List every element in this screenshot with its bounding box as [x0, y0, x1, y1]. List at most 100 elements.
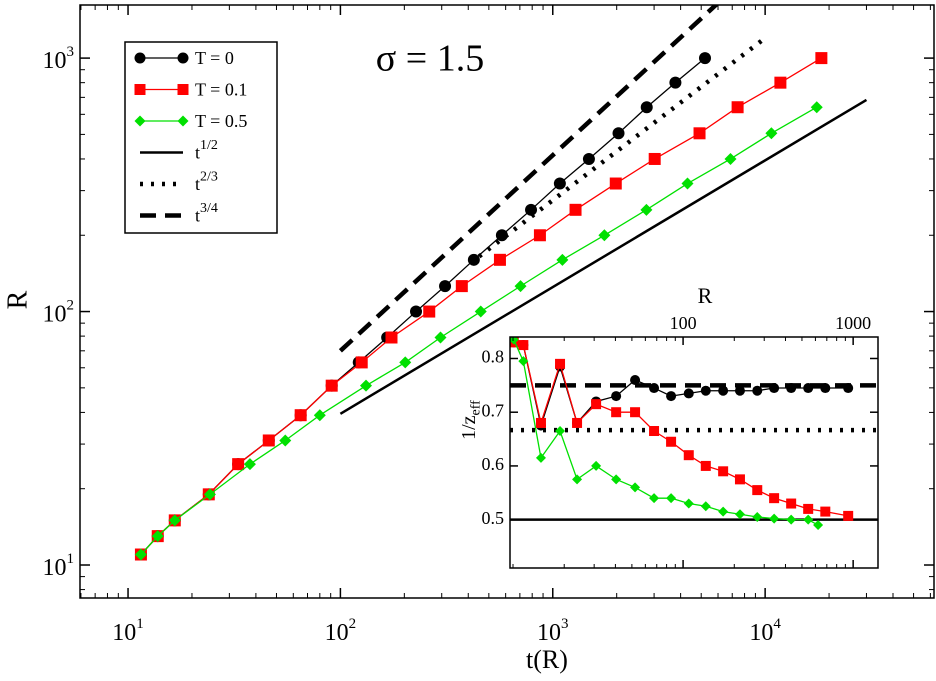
point: [510, 337, 519, 345]
x-tick-label: 102: [325, 616, 357, 645]
point: [786, 498, 797, 509]
point: [325, 379, 338, 392]
point: [232, 458, 245, 471]
point: [640, 203, 653, 216]
point: [439, 280, 452, 293]
point: [572, 474, 583, 485]
inset-background: [510, 337, 878, 568]
point: [611, 474, 622, 485]
point: [434, 331, 447, 344]
point: [598, 229, 611, 242]
point: [279, 434, 292, 447]
point: [752, 485, 763, 496]
y-tick-label: 0.7: [482, 400, 505, 420]
point: [151, 530, 164, 543]
point: [803, 514, 814, 525]
x-tick-label: 100: [670, 313, 697, 333]
reference-line: [477, 36, 767, 259]
point: [683, 388, 694, 399]
point: [572, 417, 583, 428]
point: [786, 383, 797, 394]
point: [731, 101, 744, 114]
point: [666, 493, 677, 504]
point: [769, 493, 780, 504]
point: [355, 356, 368, 369]
point: [423, 305, 436, 318]
point: [718, 466, 729, 477]
point: [525, 203, 538, 216]
plot-area: [510, 337, 878, 531]
plot-frame: [79, 4, 935, 599]
point: [611, 407, 622, 418]
point: [769, 513, 780, 524]
point: [569, 203, 582, 216]
point: [535, 417, 546, 428]
point: [177, 84, 189, 95]
point: [455, 280, 468, 293]
point: [718, 385, 729, 396]
point: [203, 488, 216, 501]
y-axis-label: 1/zeff: [458, 400, 484, 440]
point: [134, 52, 146, 64]
point: [243, 458, 256, 471]
point: [630, 407, 641, 418]
y-tick-label: 0.8: [482, 347, 505, 367]
point: [168, 514, 181, 527]
point: [591, 399, 602, 410]
point: [669, 76, 682, 89]
point: [700, 501, 711, 512]
point: [843, 383, 854, 394]
point: [134, 84, 146, 95]
point: [533, 229, 546, 242]
y-tick-label: 102: [43, 298, 75, 327]
point: [718, 506, 729, 517]
y-axis-label: R: [2, 290, 33, 309]
point: [493, 253, 506, 266]
legend-label: T = 0.5: [195, 111, 247, 131]
point: [810, 101, 823, 114]
point: [681, 177, 694, 190]
point: [649, 383, 660, 394]
point: [399, 356, 412, 369]
point: [630, 482, 641, 493]
point: [769, 383, 780, 394]
point: [177, 52, 189, 64]
point: [555, 358, 566, 369]
point: [640, 101, 653, 114]
plot-frame: [509, 336, 879, 569]
point: [410, 305, 423, 318]
point: [177, 115, 189, 127]
point: [609, 177, 622, 190]
point: [666, 391, 677, 402]
point: [698, 52, 711, 65]
point: [843, 510, 854, 521]
point: [495, 229, 508, 242]
point: [734, 509, 745, 520]
point: [648, 152, 661, 165]
point: [693, 127, 706, 140]
point: [591, 460, 602, 471]
point: [385, 331, 398, 344]
x-axis-label: R: [698, 283, 713, 308]
point: [724, 152, 737, 165]
point: [765, 127, 778, 140]
point: [700, 385, 711, 396]
legend-label: T = 0.1: [195, 80, 247, 100]
point: [683, 450, 694, 461]
point: [649, 493, 660, 504]
point: [313, 409, 326, 422]
point: [803, 503, 814, 514]
point: [820, 506, 831, 517]
point: [514, 280, 527, 293]
point: [518, 356, 529, 367]
point: [582, 152, 595, 165]
legend-label: T = 0: [195, 48, 234, 68]
point: [752, 385, 763, 396]
y-tick-label: 0.6: [482, 454, 505, 474]
point: [535, 452, 546, 463]
point: [262, 434, 275, 447]
point: [630, 374, 641, 385]
legend-label: t3/4: [195, 201, 218, 225]
point: [734, 474, 745, 485]
